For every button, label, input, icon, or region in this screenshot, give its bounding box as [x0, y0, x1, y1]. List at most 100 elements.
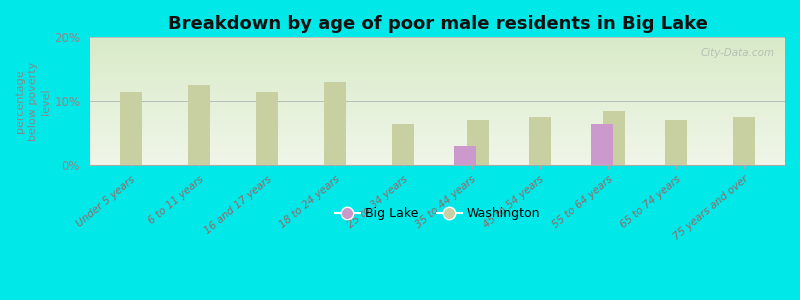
Bar — [90, 129, 785, 130]
Bar — [90, 107, 785, 108]
Bar — [90, 55, 785, 56]
Bar — [90, 61, 785, 62]
Bar — [90, 66, 785, 67]
Bar — [90, 76, 785, 77]
Bar — [90, 159, 785, 160]
Bar — [90, 164, 785, 165]
Bar — [90, 96, 785, 97]
Bar — [90, 138, 785, 139]
Legend: Big Lake, Washington: Big Lake, Washington — [330, 202, 546, 225]
Bar — [90, 59, 785, 60]
Bar — [90, 121, 785, 122]
Bar — [90, 63, 785, 64]
Bar — [90, 117, 785, 118]
Bar — [90, 125, 785, 126]
Bar — [90, 47, 785, 48]
Bar — [90, 88, 785, 89]
Bar — [90, 105, 785, 106]
Bar — [90, 143, 785, 144]
Y-axis label: percentage
below poverty
level: percentage below poverty level — [15, 61, 51, 141]
Bar — [90, 124, 785, 125]
Bar — [90, 162, 785, 163]
Bar — [90, 60, 785, 61]
Bar — [90, 118, 785, 119]
Bar — [90, 141, 785, 142]
Bar — [90, 93, 785, 94]
Bar — [603, 111, 625, 165]
Bar — [734, 117, 755, 165]
Bar — [90, 77, 785, 78]
Bar — [90, 136, 785, 137]
Bar — [90, 98, 785, 99]
Bar — [90, 62, 785, 63]
Bar — [90, 67, 785, 68]
Bar — [90, 163, 785, 164]
Bar — [90, 137, 785, 138]
Bar — [90, 132, 785, 133]
Bar — [90, 150, 785, 151]
Bar — [90, 48, 785, 49]
Bar — [90, 90, 785, 91]
Bar — [90, 148, 785, 149]
Bar — [529, 117, 550, 165]
Bar — [90, 134, 785, 135]
Bar — [90, 65, 785, 66]
Bar — [90, 152, 785, 153]
Bar — [90, 85, 785, 86]
Bar — [90, 144, 785, 145]
Bar — [90, 71, 785, 72]
Bar — [90, 130, 785, 131]
Bar — [90, 73, 785, 74]
Text: City-Data.com: City-Data.com — [701, 48, 774, 58]
Bar — [90, 40, 785, 41]
Bar — [590, 124, 613, 165]
Bar — [90, 74, 785, 75]
Bar — [90, 158, 785, 159]
Bar — [90, 51, 785, 52]
Bar — [90, 147, 785, 148]
Bar — [90, 52, 785, 53]
Bar — [188, 85, 210, 165]
Bar — [90, 157, 785, 158]
Bar — [90, 95, 785, 96]
Bar — [90, 57, 785, 58]
Bar — [90, 41, 785, 42]
Bar — [90, 45, 785, 46]
Bar — [90, 97, 785, 98]
Bar — [90, 102, 785, 103]
Bar — [90, 40, 785, 41]
Bar — [90, 140, 785, 141]
Bar — [90, 146, 785, 147]
Bar — [90, 82, 785, 83]
Bar — [120, 92, 142, 165]
Bar — [90, 89, 785, 90]
Bar — [90, 155, 785, 156]
Bar — [90, 139, 785, 140]
Bar — [466, 120, 489, 165]
Bar — [90, 142, 785, 143]
Bar — [90, 119, 785, 120]
Bar — [90, 131, 785, 132]
Bar — [90, 151, 785, 152]
Bar — [665, 120, 687, 165]
Bar — [90, 160, 785, 161]
Bar — [90, 99, 785, 100]
Bar — [90, 37, 785, 38]
Bar — [90, 94, 785, 95]
Bar — [90, 116, 785, 117]
Bar — [90, 53, 785, 54]
Bar — [393, 124, 414, 165]
Bar — [90, 43, 785, 44]
Bar — [90, 126, 785, 127]
Bar — [90, 154, 785, 155]
Bar — [90, 46, 785, 47]
Bar — [90, 58, 785, 59]
Bar — [90, 114, 785, 115]
Bar — [90, 38, 785, 39]
Bar — [90, 133, 785, 134]
Bar — [90, 101, 785, 102]
Bar — [90, 161, 785, 162]
Bar — [90, 81, 785, 82]
Bar — [90, 44, 785, 45]
Bar — [90, 123, 785, 124]
